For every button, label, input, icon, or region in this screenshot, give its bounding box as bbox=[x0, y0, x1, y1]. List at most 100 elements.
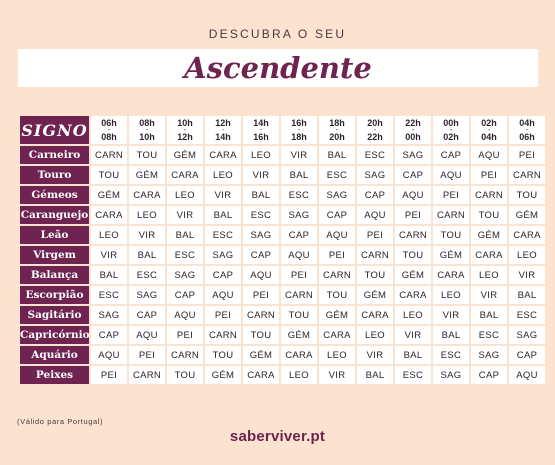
ascendant-cell: VIR bbox=[91, 246, 127, 264]
sign-label: Sagitário bbox=[20, 306, 89, 324]
hour-to: 04h bbox=[481, 131, 497, 142]
site-link[interactable]: saberviver.pt bbox=[229, 428, 326, 445]
ascendant-cell: SAG bbox=[243, 226, 279, 244]
ascendant-cell: TOU bbox=[395, 246, 431, 264]
ascendant-cell: SAG bbox=[509, 326, 545, 344]
ascendant-cell: AQU bbox=[91, 346, 127, 364]
ascendant-cell: CAP bbox=[319, 206, 355, 224]
ascendant-cell: VIR bbox=[129, 226, 165, 244]
ascendant-cell: BAL bbox=[243, 186, 279, 204]
table-row: Carneiro CARN TOU GÉM CARA LEO VIR BAL ESC SAG CAP… bbox=[20, 146, 545, 164]
hour-to: 20h bbox=[329, 131, 345, 142]
ascendant-cell: CARN bbox=[319, 266, 355, 284]
ascendant-cell: PEI bbox=[243, 286, 279, 304]
ascendant-cell: CAP bbox=[205, 266, 241, 284]
ascendant-cell: BAL bbox=[281, 166, 317, 184]
hour-to: 18h bbox=[291, 131, 307, 142]
ascendant-cell: LEO bbox=[129, 206, 165, 224]
hour-header: 10h -12h bbox=[167, 116, 203, 144]
sign-label: Caranguejo bbox=[20, 206, 89, 224]
ascendant-cell: TOU bbox=[319, 286, 355, 304]
ascendant-cell: CARN bbox=[395, 226, 431, 244]
table-header-row: SIGNO 06h -08h 08h -10h 10h -12h 12h -14h 14h -16… bbox=[20, 116, 545, 144]
ascendant-cell: VIR bbox=[319, 366, 355, 384]
ascendant-cell: PEI bbox=[319, 246, 355, 264]
title-banner: Ascendente bbox=[18, 49, 538, 87]
ascendant-cell: AQU bbox=[357, 206, 393, 224]
ascendant-cell: BAL bbox=[395, 346, 431, 364]
sign-label: Escorpião bbox=[20, 286, 89, 304]
hour-from: 10h bbox=[177, 117, 193, 128]
ascendant-cell: LEO bbox=[243, 146, 279, 164]
ascendant-cell: SAG bbox=[91, 306, 127, 324]
sign-label: Gémeos bbox=[20, 186, 89, 204]
signo-header: SIGNO bbox=[20, 116, 89, 144]
ascendant-cell: PEI bbox=[433, 186, 469, 204]
ascendant-cell: SAG bbox=[129, 286, 165, 304]
hour-to: 14h bbox=[215, 131, 231, 142]
sign-label: Carneiro bbox=[20, 146, 89, 164]
ascendant-cell: CARA bbox=[243, 366, 279, 384]
ascendant-cell: BAL bbox=[167, 226, 203, 244]
sign-label: Touro bbox=[20, 166, 89, 184]
table-row: Touro TOU GÉM CARA LEO VIR BAL ESC SAG CAP AQU PEI C… bbox=[20, 166, 545, 184]
footnote: (Válido para Portugal) bbox=[17, 417, 104, 426]
ascendant-table: SIGNO 06h -08h 08h -10h 10h -12h 12h -14h 14h -16… bbox=[18, 114, 547, 386]
ascendant-cell: TOU bbox=[509, 186, 545, 204]
ascendant-cell: CARN bbox=[91, 146, 127, 164]
ascendant-cell: ESC bbox=[205, 226, 241, 244]
sign-label: Capricórnio bbox=[20, 326, 90, 344]
ascendant-cell: VIR bbox=[205, 186, 241, 204]
ascendant-cell: CARA bbox=[91, 206, 127, 224]
hour-from: 12h bbox=[215, 117, 231, 128]
ascendant-cell: ESC bbox=[91, 286, 127, 304]
ascendant-cell: CARN bbox=[357, 246, 393, 264]
ascendant-cell: LEO bbox=[395, 306, 431, 324]
ascendant-cell: BAL bbox=[91, 266, 127, 284]
ascendant-cell: BAL bbox=[129, 246, 165, 264]
ascendant-cell: ESC bbox=[395, 366, 431, 384]
ascendant-cell: LEO bbox=[471, 266, 507, 284]
ascendant-cell: AQU bbox=[281, 246, 317, 264]
ascendant-cell: CARN bbox=[281, 286, 317, 304]
hour-to: 00h bbox=[405, 131, 421, 142]
ascendant-cell: VIR bbox=[243, 166, 279, 184]
ascendant-cell: SAG bbox=[281, 206, 317, 224]
hour-header: 14h -16h bbox=[243, 116, 279, 144]
ascendant-cell: BAL bbox=[357, 366, 393, 384]
sign-label: Balança bbox=[20, 266, 89, 284]
ascendant-cell: GÉM bbox=[167, 146, 203, 164]
ascendant-cell: ESC bbox=[281, 186, 317, 204]
table-row: Gémeos GÉM CARA LEO VIR BAL ESC SAG CAP AQU PEI CAR… bbox=[20, 186, 545, 204]
ascendant-cell: CAP bbox=[167, 286, 203, 304]
ascendant-cell: VIR bbox=[433, 306, 469, 324]
ascendant-cell: ESC bbox=[357, 146, 393, 164]
ascendant-cell: TOU bbox=[433, 226, 469, 244]
table-row: Escorpião ESC SAG CAP AQU PEI CARN TOU GÉM CARA LE… bbox=[20, 286, 545, 304]
hour-to: 08h bbox=[101, 131, 117, 142]
ascendant-cell: VIR bbox=[471, 286, 507, 304]
ascendant-cell: CAP bbox=[357, 186, 393, 204]
table-body: Carneiro CARN TOU GÉM CARA LEO VIR BAL ESC SAG CAP… bbox=[20, 146, 545, 384]
hour-header: 06h -08h bbox=[91, 116, 127, 144]
ascendant-cell: CARA bbox=[167, 166, 203, 184]
ascendant-cell: LEO bbox=[91, 226, 127, 244]
ascendant-cell: CARN bbox=[509, 166, 545, 184]
table-row: Peixes PEI CARN TOU GÉM CARA LEO VIR BAL ESC SAG CA… bbox=[20, 366, 545, 384]
hour-from: 22h bbox=[405, 117, 421, 128]
hour-header: 00h -02h bbox=[433, 116, 469, 144]
hour-from: 00h bbox=[443, 117, 459, 128]
ascendant-cell: AQU bbox=[243, 266, 279, 284]
sign-label: Leão bbox=[20, 226, 89, 244]
ascendant-cell: BAL bbox=[509, 286, 545, 304]
ascendant-cell: BAL bbox=[471, 306, 507, 324]
ascendant-cell: GÉM bbox=[205, 366, 241, 384]
hour-from: 02h bbox=[481, 117, 497, 128]
ascendant-cell: VIR bbox=[281, 146, 317, 164]
ascendant-cell: CARN bbox=[243, 306, 279, 324]
ascendant-cell: CAP bbox=[509, 346, 545, 364]
ascendant-cell: CAP bbox=[395, 166, 431, 184]
ascendant-cell: ESC bbox=[129, 266, 165, 284]
hour-from: 18h bbox=[329, 117, 345, 128]
ascendant-cell: CARA bbox=[509, 226, 545, 244]
